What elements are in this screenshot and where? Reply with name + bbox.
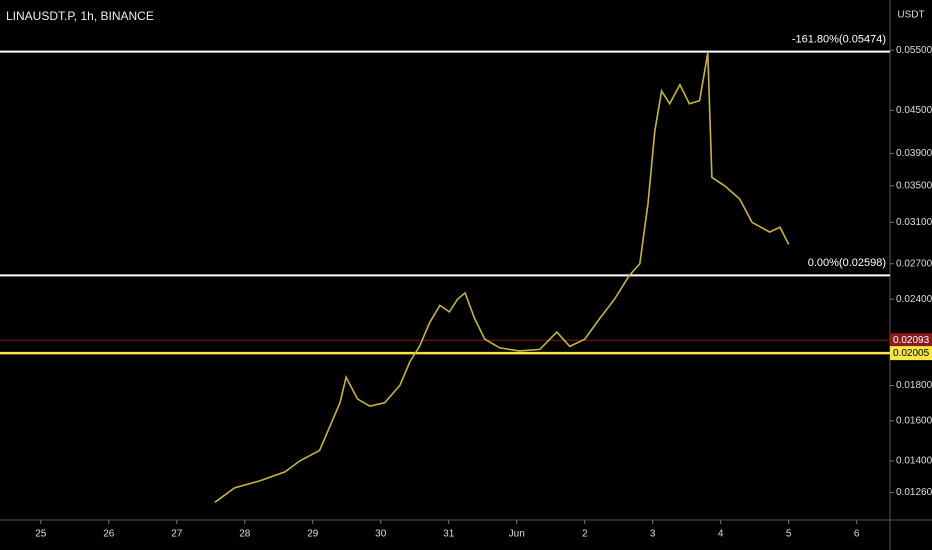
price-tag-label: 0.02093 bbox=[893, 335, 930, 346]
x-tick-label: 26 bbox=[103, 529, 115, 540]
x-tick-label: 3 bbox=[650, 529, 656, 540]
y-tick-label: 0.05500 bbox=[896, 45, 932, 56]
price-tag bbox=[890, 346, 932, 361]
y-axis-label: USDT bbox=[897, 10, 924, 21]
y-tick-label: 0.03900 bbox=[896, 148, 932, 159]
x-tick-label: 31 bbox=[443, 529, 455, 540]
y-tick-label: 0.03500 bbox=[896, 180, 932, 191]
chart-title: LINAUSDT.P, 1h, BINANCE bbox=[6, 9, 154, 23]
y-tick-label: 0.01260 bbox=[896, 487, 932, 498]
x-tick-label: 27 bbox=[171, 529, 183, 540]
fib-label: 0.00%(0.02598) bbox=[808, 257, 886, 269]
price-tag bbox=[890, 333, 932, 348]
price-tag-label: 0.02005 bbox=[893, 348, 930, 359]
fib-label: -161.80%(0.05474) bbox=[792, 33, 886, 45]
x-tick-label: 25 bbox=[35, 529, 47, 540]
x-tick-label: 6 bbox=[854, 529, 860, 540]
x-tick-label: 30 bbox=[375, 529, 387, 540]
x-tick-label: 4 bbox=[718, 529, 724, 540]
y-tick-label: 0.01400 bbox=[896, 456, 932, 467]
y-tick-label: 0.03100 bbox=[896, 217, 932, 228]
x-tick-label: 2 bbox=[582, 529, 588, 540]
x-tick-label: 28 bbox=[239, 529, 251, 540]
y-tick-label: 0.01600 bbox=[896, 415, 932, 426]
price-line-series bbox=[214, 52, 790, 503]
y-tick-label: 0.02700 bbox=[896, 258, 932, 269]
y-tick-label: 0.04500 bbox=[896, 105, 932, 116]
x-tick-label: Jun bbox=[509, 529, 525, 540]
y-tick-label: 0.02400 bbox=[896, 294, 932, 305]
y-tick-label: 0.01800 bbox=[896, 380, 932, 391]
x-tick-label: 5 bbox=[786, 529, 792, 540]
x-tick-label: 29 bbox=[307, 529, 319, 540]
